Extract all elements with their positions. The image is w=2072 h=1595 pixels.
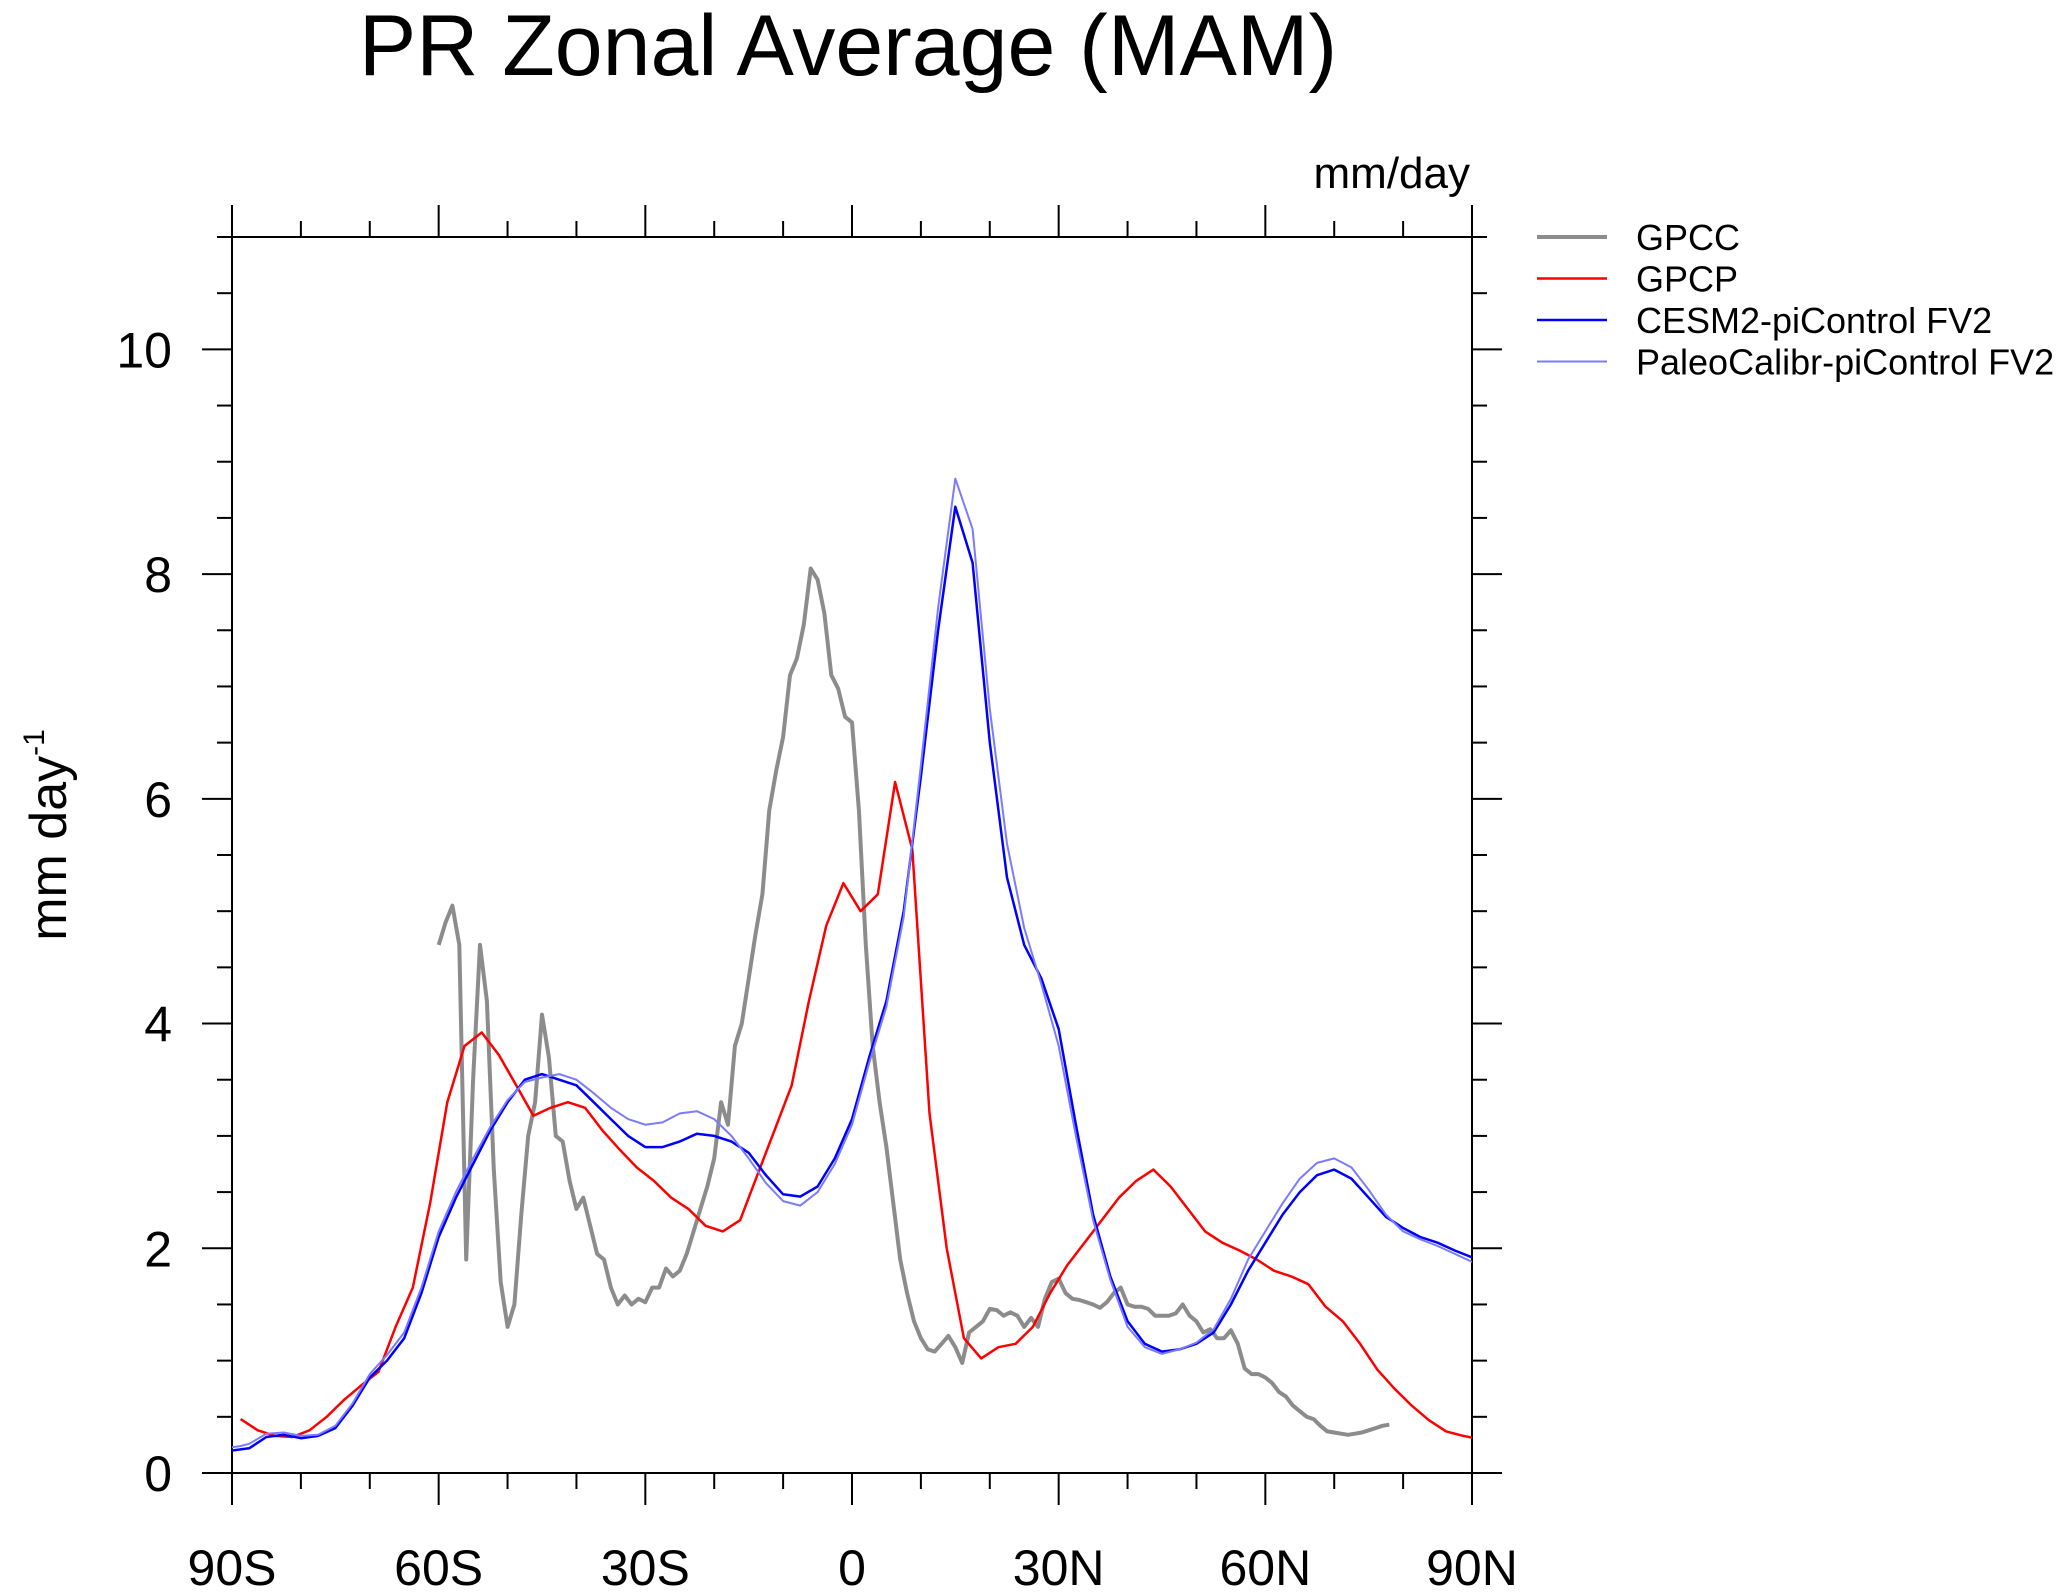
y-tick-label: 8 bbox=[144, 547, 172, 603]
series-line-cesm2-picontrol-fv2 bbox=[232, 505, 1472, 1452]
series-group bbox=[232, 477, 1472, 1452]
x-tick-label: 90N bbox=[1426, 1540, 1518, 1595]
y-axis-label: mm day-1 bbox=[18, 729, 78, 941]
y-axis-label-text: mm day bbox=[20, 756, 78, 941]
series-line-gpcp bbox=[239, 780, 1472, 1439]
y-tick-label: 2 bbox=[144, 1221, 172, 1277]
x-tick-label: 30N bbox=[1013, 1540, 1105, 1595]
legend-label-cesm2-picontrol-fv2: CESM2-piControl FV2 bbox=[1636, 300, 1992, 341]
series-lines bbox=[232, 477, 1472, 1452]
plot-frame bbox=[231, 236, 1473, 1474]
x-tick-label: 60S bbox=[394, 1540, 483, 1595]
y-tick-label: 4 bbox=[144, 997, 172, 1053]
series-line-paleocalibr-picontrol-fv2 bbox=[232, 477, 1472, 1449]
y-tick-label: 0 bbox=[144, 1446, 172, 1502]
series-line-gpcc bbox=[436, 566, 1390, 1437]
axes: 90S 60S 30S 0 30N 60N 90N 0 2 4 6 8 10 bbox=[116, 205, 1518, 1595]
x-tick-label: 90S bbox=[188, 1540, 277, 1595]
y-tick-label: 10 bbox=[116, 322, 172, 378]
x-tick-label: 0 bbox=[838, 1540, 866, 1595]
chart-title: PR Zonal Average (MAM) bbox=[359, 0, 1337, 94]
units-label: mm/day bbox=[1314, 149, 1470, 198]
legend-label-gpcc: GPCC bbox=[1636, 217, 1740, 258]
y-tick-label: 6 bbox=[144, 772, 172, 828]
y-axis-label-superscript: -1 bbox=[18, 729, 51, 756]
x-tick-label: 30S bbox=[601, 1540, 690, 1595]
legend-label-gpcp: GPCP bbox=[1636, 259, 1738, 300]
legend-label-paleocalibr-picontrol-fv2: PaleoCalibr-piControl FV2 bbox=[1636, 342, 2054, 383]
x-tick-label: 60N bbox=[1219, 1540, 1311, 1595]
